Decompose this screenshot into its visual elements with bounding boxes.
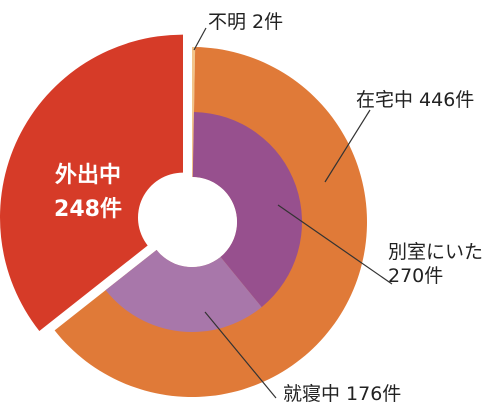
label-part: 2件 [252,11,283,33]
inner-slice [105,249,262,332]
leader-line [204,311,277,399]
data-label: 270件 [388,265,443,287]
label-part: 就寝中 [283,383,340,405]
data-label: 別室にいた [388,241,483,263]
inner-slice [192,112,302,308]
label-part: 248件 [54,197,122,222]
leader-line [324,109,371,183]
data-label: 外出中 [55,162,121,188]
label-part: 在宅中 [356,89,413,111]
label-part: 外出中 [55,162,121,188]
data-label: 不明 2件 [208,11,283,33]
outer-slice [192,47,196,178]
label-part: 270件 [388,265,443,287]
leader-line [193,27,207,51]
data-label: 在宅中 446件 [356,89,474,111]
data-label: 248件 [54,197,122,222]
leader-line [277,204,393,285]
label-part: 446件 [419,89,474,111]
label-part: 別室にいた [388,241,483,263]
hole [147,177,237,267]
label-part: 176件 [346,383,401,405]
label-part: 不明 [208,11,246,33]
outer-slice [0,34,184,331]
data-label: 就寝中 176件 [283,383,401,405]
